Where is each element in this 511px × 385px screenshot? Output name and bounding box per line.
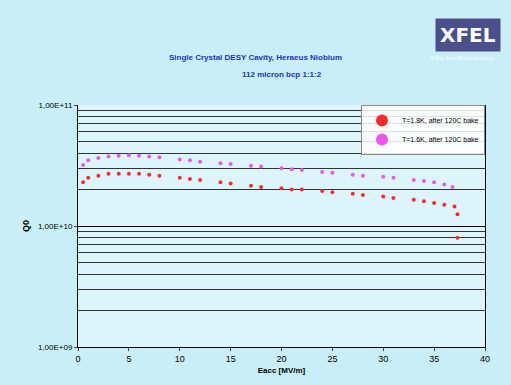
svg-text:40: 40 bbox=[480, 354, 490, 364]
svg-text:25: 25 bbox=[327, 354, 337, 364]
svg-text:35: 35 bbox=[429, 354, 439, 364]
svg-text:T=1.6K, after 120C bake: T=1.6K, after 120C bake bbox=[402, 136, 479, 143]
svg-text:0: 0 bbox=[75, 354, 80, 364]
svg-text:5: 5 bbox=[126, 354, 131, 364]
svg-text:XFEL: XFEL bbox=[440, 23, 496, 47]
svg-text:Single Crystal DESY Cavity, He: Single Crystal DESY Cavity, Heraeus Niob… bbox=[169, 53, 342, 62]
svg-text:1,00E+11: 1,00E+11 bbox=[39, 101, 73, 110]
svg-text:X-Ray Free-Electron Laser: X-Ray Free-Electron Laser bbox=[430, 55, 495, 62]
svg-text:1,00E+10: 1,00E+10 bbox=[38, 222, 73, 231]
svg-text:10: 10 bbox=[175, 354, 185, 364]
svg-text:Eacc [MV/m]: Eacc [MV/m] bbox=[258, 366, 306, 375]
svg-text:T=1.8K, after 120C bake: T=1.8K, after 120C bake bbox=[402, 117, 479, 124]
svg-text:1,00E+09: 1,00E+09 bbox=[38, 343, 73, 352]
svg-text:20: 20 bbox=[276, 354, 286, 364]
svg-text:Q0: Q0 bbox=[21, 220, 31, 232]
svg-text:15: 15 bbox=[226, 354, 236, 364]
svg-text:112 micron bcp 1:1:2: 112 micron bcp 1:1:2 bbox=[242, 70, 322, 79]
svg-text:30: 30 bbox=[378, 354, 388, 364]
